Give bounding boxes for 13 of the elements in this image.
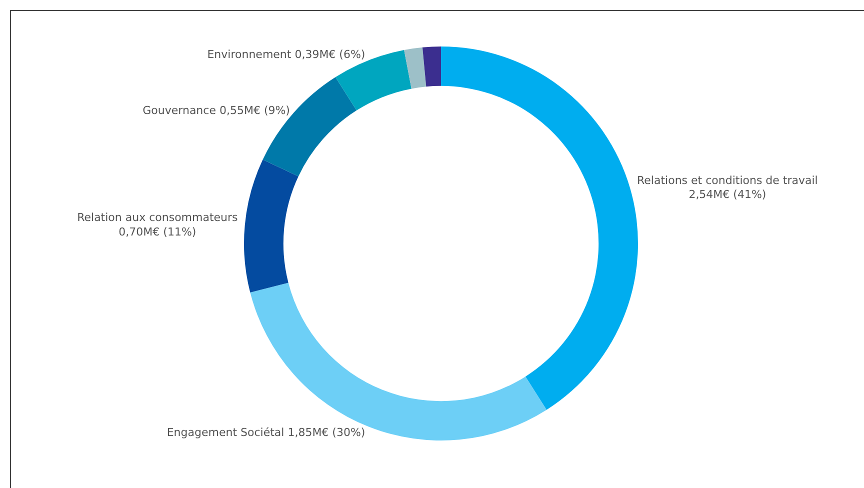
donut-slice [441,46,638,410]
donut-slice [244,160,298,292]
donut-slice [404,47,426,89]
data-label: 2,54M€ (41%) [688,188,766,202]
donut-slice [335,50,412,110]
data-label: 0,70M€ (11%) [118,225,196,238]
donut-slice [262,77,357,176]
slice-label: Gouvernance 0,55M€ (9%) [142,104,290,117]
slice-label: Environnement 0,39M€ (6%) [207,48,366,62]
slice-label: Relations et conditions de travail [637,174,818,187]
donut-slice [422,46,441,87]
slice-label: Relation aux consommateurs [77,211,238,224]
slice-label: Engagement Sociétal 1,85M€ (30%) [166,426,366,439]
